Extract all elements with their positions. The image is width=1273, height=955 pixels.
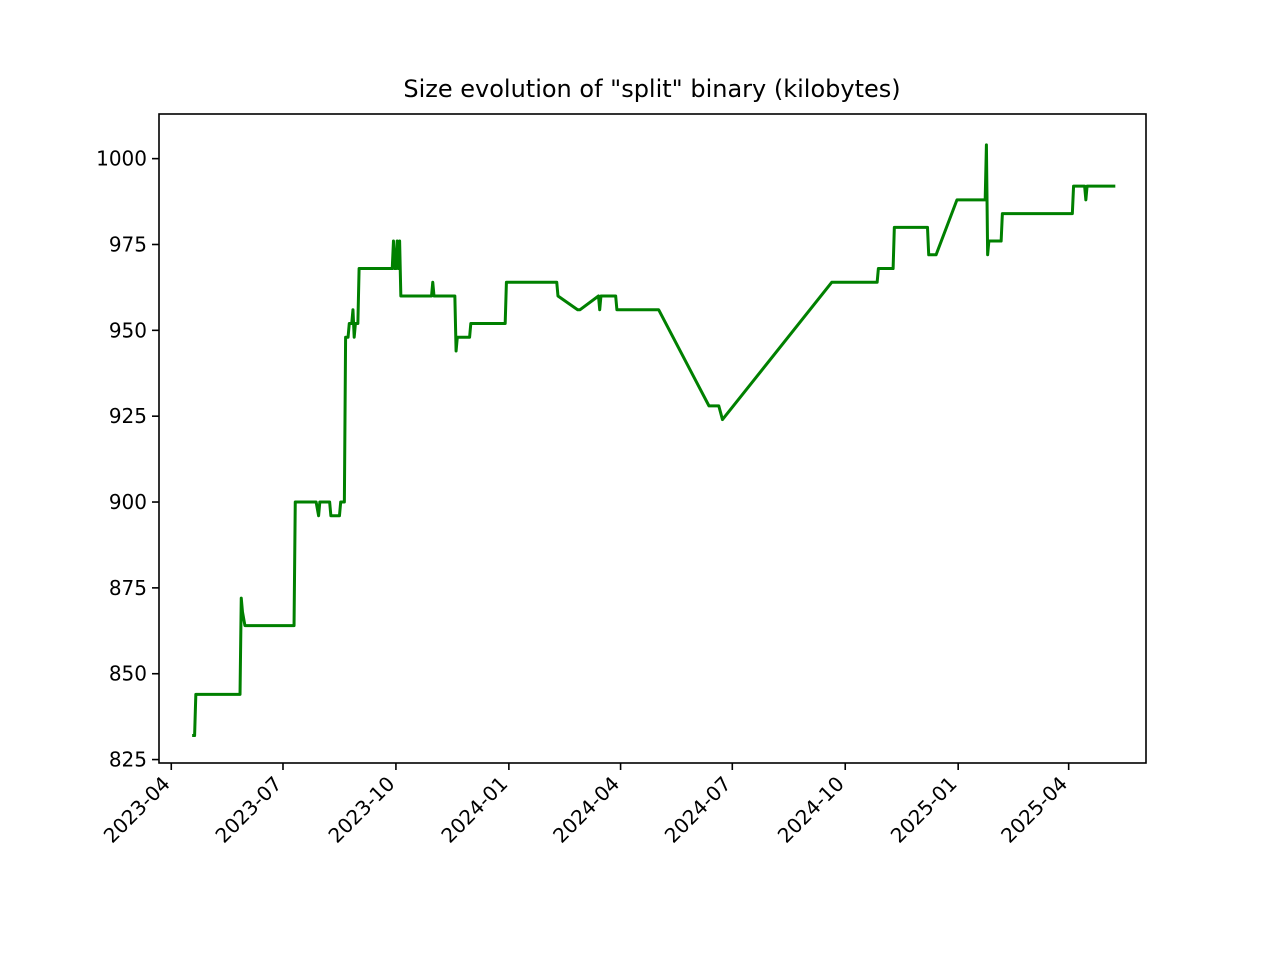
x-tick-label: 2023-04 xyxy=(99,772,175,848)
x-tick-label: 2023-10 xyxy=(323,772,399,848)
x-tick-label: 2024-07 xyxy=(660,772,736,848)
y-tick-label: 850 xyxy=(109,662,147,686)
y-tick-label: 925 xyxy=(109,404,147,428)
plot-frame xyxy=(158,113,1147,764)
x-tick-label: 2025-01 xyxy=(886,772,962,848)
plot-background xyxy=(159,114,1146,763)
x-tick-label: 2023-07 xyxy=(210,772,286,848)
y-tick-label: 950 xyxy=(109,318,147,342)
x-tick-label: 2024-04 xyxy=(548,772,624,848)
series-line-0 xyxy=(192,143,1116,738)
y-tick-label: 1000 xyxy=(96,147,147,171)
series-layer xyxy=(192,143,1116,738)
y-tick-label: 900 xyxy=(109,490,147,514)
x-tick-label: 2024-01 xyxy=(436,772,512,848)
plot-area xyxy=(159,114,1146,763)
y-tick-label: 975 xyxy=(109,232,147,256)
x-tick-label: 2025-04 xyxy=(996,772,1072,848)
x-tick-label: 2024-10 xyxy=(773,772,849,848)
y-tick-label: 825 xyxy=(109,748,147,772)
chart-title: Size evolution of "split" binary (kiloby… xyxy=(403,75,900,103)
y-tick-label: 875 xyxy=(109,576,147,600)
